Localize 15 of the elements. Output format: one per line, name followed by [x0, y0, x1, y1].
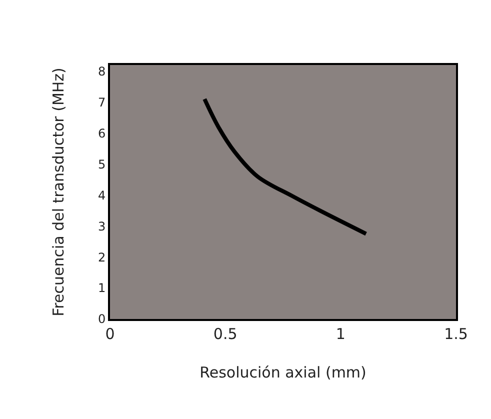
x-tick-label: 1.5: [444, 325, 468, 343]
y-tick-label: 1: [98, 281, 106, 296]
y-tick-label: 5: [98, 157, 106, 172]
y-axis-title: Frecuencia del transductor (MHz): [50, 68, 68, 316]
y-tick-label: 6: [98, 126, 106, 140]
x-tick-label: 0.5: [213, 325, 238, 343]
y-tick-label: 2: [98, 250, 106, 264]
y-tick-label: 7: [98, 95, 106, 110]
line-series: [202, 97, 368, 236]
x-tick-label: 1: [336, 325, 346, 343]
y-tick-label: 3: [98, 219, 106, 234]
y-tick-label: 4: [98, 188, 106, 202]
x-axis-title: Resolución axial (mm): [200, 364, 366, 382]
y-tick-label: 8: [98, 64, 106, 78]
y-tick-label: 0: [98, 312, 106, 326]
